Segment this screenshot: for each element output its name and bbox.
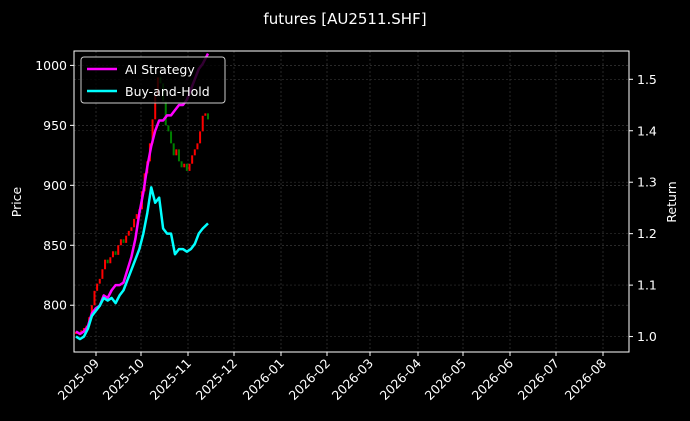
y-axis-left-title: Price bbox=[9, 186, 24, 217]
svg-text:2025-12: 2025-12 bbox=[193, 356, 241, 404]
svg-text:2026-02: 2026-02 bbox=[286, 356, 334, 404]
svg-text:1.0: 1.0 bbox=[637, 329, 657, 344]
svg-text:2026-06: 2026-06 bbox=[469, 355, 517, 403]
svg-text:800: 800 bbox=[43, 298, 67, 313]
svg-text:1.2: 1.2 bbox=[637, 226, 657, 241]
legend-label-ai-strategy: AI Strategy bbox=[125, 62, 195, 77]
svg-text:1.4: 1.4 bbox=[637, 123, 657, 138]
legend: AI Strategy Buy-and-Hold bbox=[80, 56, 226, 104]
svg-text:2026-01: 2026-01 bbox=[240, 356, 288, 404]
svg-text:950: 950 bbox=[43, 118, 67, 133]
svg-text:1.1: 1.1 bbox=[637, 278, 657, 293]
y-axis-right: 1.0 1.1 1.2 1.3 1.4 1.5 bbox=[629, 72, 657, 344]
svg-text:1.3: 1.3 bbox=[637, 175, 657, 190]
y-axis-right-title: Return bbox=[664, 181, 679, 222]
svg-text:2025-11: 2025-11 bbox=[147, 356, 195, 404]
svg-text:2026-03: 2026-03 bbox=[329, 356, 377, 404]
svg-text:850: 850 bbox=[43, 238, 67, 253]
svg-text:2025-09: 2025-09 bbox=[55, 355, 103, 403]
svg-text:900: 900 bbox=[43, 178, 67, 193]
svg-text:2026-08: 2026-08 bbox=[562, 355, 610, 403]
svg-text:2025-10: 2025-10 bbox=[100, 355, 148, 403]
svg-text:2026-07: 2026-07 bbox=[515, 356, 563, 404]
svg-text:1.5: 1.5 bbox=[637, 72, 657, 87]
chart-title: futures [AU2511.SHF] bbox=[263, 10, 426, 28]
svg-text:2026-05: 2026-05 bbox=[422, 356, 470, 404]
svg-text:1000: 1000 bbox=[35, 58, 67, 73]
svg-text:2026-04: 2026-04 bbox=[377, 355, 425, 403]
legend-label-buy-and-hold: Buy-and-Hold bbox=[125, 84, 210, 99]
plot-frame bbox=[73, 50, 630, 353]
grid-lines bbox=[74, 51, 629, 352]
y-axis-left: 800 850 900 950 1000 bbox=[35, 58, 74, 313]
